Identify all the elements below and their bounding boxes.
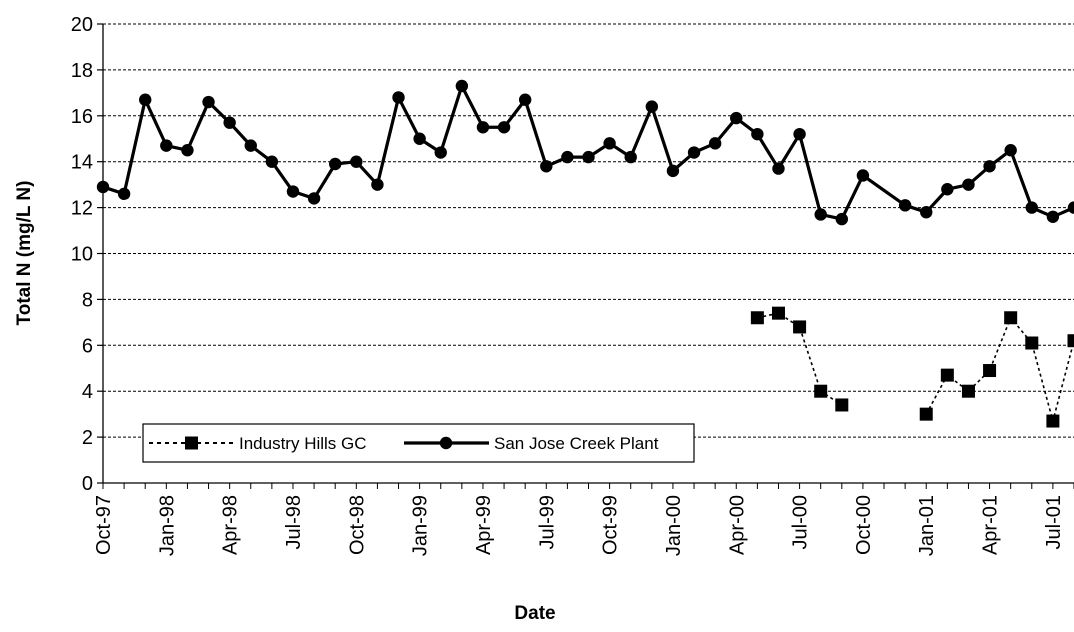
y-tick-label: 10 xyxy=(71,244,93,266)
data-point xyxy=(1026,201,1038,213)
data-point xyxy=(983,160,995,172)
data-point xyxy=(181,144,193,156)
data-point xyxy=(899,199,911,211)
data-point xyxy=(603,137,615,149)
x-tick-label: Jan-01 xyxy=(916,495,938,556)
y-axis-title: Total N (mg/L N) xyxy=(14,181,35,326)
data-point xyxy=(814,208,826,220)
x-tick-label: Apr-98 xyxy=(220,495,242,555)
x-tick-label: Jan-00 xyxy=(663,495,685,556)
data-point xyxy=(814,385,827,398)
data-point xyxy=(223,116,235,128)
data-point xyxy=(1068,334,1074,347)
y-tick-label: 0 xyxy=(82,473,93,495)
data-point xyxy=(1025,337,1038,350)
data-point xyxy=(793,320,806,333)
data-point xyxy=(857,169,869,181)
y-tick-label: 2 xyxy=(82,427,93,449)
legend-marker xyxy=(185,437,198,450)
x-tick-label: Oct-97 xyxy=(93,495,115,555)
y-tick-label: 6 xyxy=(82,335,93,357)
data-point xyxy=(245,139,257,151)
axes: 0 2 4 6 8 10 12 14 16 18 20 Oct-97 Jan-98 Apr-98 Jul-9… xyxy=(71,14,1074,556)
data-point xyxy=(772,307,785,320)
data-point xyxy=(1046,415,1059,428)
data-point xyxy=(540,160,552,172)
x-tick-label: Oct-98 xyxy=(346,495,368,555)
data-point xyxy=(97,181,109,193)
data-point xyxy=(835,398,848,411)
data-point xyxy=(793,128,805,140)
y-tick-label: 8 xyxy=(82,289,93,311)
data-point xyxy=(751,128,763,140)
data-point xyxy=(287,185,299,197)
data-point xyxy=(371,178,383,190)
data-point xyxy=(983,364,996,377)
x-tick-label: Jul-00 xyxy=(790,495,812,549)
x-tick-label: Apr-99 xyxy=(473,495,495,555)
grid-lines xyxy=(103,24,1074,437)
x-tick-label: Oct-00 xyxy=(853,495,875,555)
data-point xyxy=(920,206,932,218)
data-point xyxy=(625,151,637,163)
data-point xyxy=(1047,211,1059,223)
y-tick-label: 20 xyxy=(71,14,93,36)
data-point xyxy=(118,188,130,200)
data-point xyxy=(1004,144,1016,156)
data-point xyxy=(962,385,975,398)
legend-label: Industry Hills GC xyxy=(239,434,367,453)
x-tick-label: Jul-99 xyxy=(536,495,558,549)
x-tick-label: Jan-98 xyxy=(156,495,178,556)
data-point xyxy=(1004,311,1017,324)
data-point xyxy=(730,112,742,124)
y-tick-label: 4 xyxy=(82,381,93,403)
data-point xyxy=(920,408,933,421)
legend-label: San Jose Creek Plant xyxy=(494,434,659,453)
data-point xyxy=(202,96,214,108)
data-point xyxy=(435,146,447,158)
data-point xyxy=(413,133,425,145)
x-tick-label: Jan-99 xyxy=(410,495,432,556)
data-point xyxy=(350,156,362,168)
x-tick-label: Oct-99 xyxy=(600,495,622,555)
data-point xyxy=(160,139,172,151)
data-point xyxy=(477,121,489,133)
x-tick-label: Apr-00 xyxy=(726,495,748,555)
data-point xyxy=(709,137,721,149)
data-point xyxy=(646,100,658,112)
data-point xyxy=(139,94,151,106)
data-point xyxy=(582,151,594,163)
series-industry-hills-gc xyxy=(751,307,1074,428)
data-point xyxy=(329,158,341,170)
y-tick-label: 18 xyxy=(71,60,93,82)
data-point xyxy=(498,121,510,133)
data-point xyxy=(667,165,679,177)
data-point xyxy=(308,192,320,204)
data-point xyxy=(266,156,278,168)
data-point xyxy=(519,94,531,106)
y-tick-label: 16 xyxy=(71,106,93,128)
data-point xyxy=(1068,201,1074,213)
data-point xyxy=(962,178,974,190)
data-point xyxy=(561,151,573,163)
data-point xyxy=(751,311,764,324)
data-point xyxy=(941,369,954,382)
legend: Industry Hills GC San Jose Creek Plant xyxy=(143,424,694,462)
data-point xyxy=(456,80,468,92)
x-tick-label: Jul-98 xyxy=(283,495,305,549)
series-san-jose-creek-plant xyxy=(97,80,1074,226)
y-tick-label: 14 xyxy=(71,152,93,174)
data-point xyxy=(392,91,404,103)
x-tick-label: Jul-01 xyxy=(1043,495,1065,549)
x-tick-label: Apr-01 xyxy=(980,495,1002,555)
data-point xyxy=(941,183,953,195)
y-tick-label: 12 xyxy=(71,198,93,220)
data-point xyxy=(772,162,784,174)
data-point xyxy=(836,213,848,225)
legend-marker xyxy=(440,437,452,449)
x-axis-title: Date xyxy=(514,603,555,624)
data-point xyxy=(688,146,700,158)
